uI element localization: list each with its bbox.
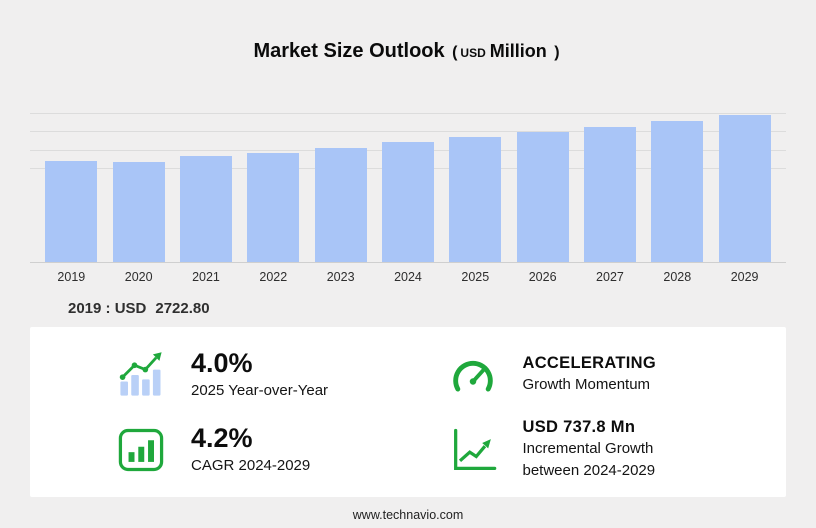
bar-2023 [314,148,367,262]
title-unit-open: ( [452,44,458,61]
x-axis-label-2028: 2028 [663,270,692,284]
x-axis-label-2025: 2025 [461,270,490,284]
x-axis-label-2024: 2024 [394,270,422,284]
incremental-growth-icon [447,424,499,476]
annotation-2019: 2019 : USD 2722.80 [68,300,816,317]
bar-2024 [381,142,434,262]
x-axis-label-2019: 2019 [57,270,86,284]
x-axis-label-2021: 2021 [192,270,220,284]
gridline [30,112,786,114]
stat-value: 4.0% [191,348,253,379]
bar-2026 [516,132,569,262]
title-unit-currency: USD [460,46,486,60]
bar-2027 [583,127,636,262]
stat-label: Growth Momentum [522,376,651,394]
stat-incremental: USD 737.8 Mn Incremental Growth between … [447,412,779,487]
chart-plot [30,111,786,263]
stat-value: 4.2% [191,423,253,454]
bar-2025 [449,137,502,262]
x-axis-label-2026: 2026 [528,270,557,284]
title-unit-close: ) [554,44,560,61]
market-size-bar-chart: 2019 2020 2021 2022 2023 2024 2025 2026 2027 2028… [30,111,786,284]
cagr-chart-icon [115,424,167,476]
title-main: Market Size Outlook [253,40,445,62]
stat-label-line2: between 2024-2029 [522,461,656,479]
bar-2020 [112,162,165,262]
title-unit-scale: Million [489,41,547,61]
footer-url: www.technavio.com [352,508,464,522]
x-axis-label-2020: 2020 [124,270,153,284]
stat-cagr: 4.2% CAGR 2024-2029 [115,412,447,487]
stat-momentum: ACCELERATING Growth Momentum [447,337,779,412]
x-axis-label-2027: 2027 [596,270,624,284]
bar-2029 [718,114,771,262]
annotation-2019-label: 2019 : USD [68,300,147,317]
bar-2019 [45,161,98,262]
stat-value: USD 737.8 Mn [522,418,636,437]
speedometer-icon [447,349,499,401]
stat-label: 2025 Year-over-Year [191,382,329,400]
x-axis-label-2029: 2029 [730,270,759,284]
annotation-2019-value: 2722.80 [155,300,210,317]
bar-2028 [651,121,704,262]
x-axis-label-2023: 2023 [326,270,355,284]
stats-card: 4.0% 2025 Year-over-Year ACCELERATING Gr… [30,327,786,497]
gridline [30,131,786,133]
chart-labels: 2019 2020 2021 2022 2023 2024 2025 2026 2027 2028… [30,270,786,284]
stat-yoy: 4.0% 2025 Year-over-Year [115,337,447,412]
chart-title: Market Size Outlook (USD Million ) [0,0,816,63]
bar-2022 [247,153,300,262]
stat-label: Incremental Growth [522,440,654,458]
bar-2021 [179,156,232,262]
yoy-bars-icon [115,349,167,401]
x-axis-label-2022: 2022 [259,270,288,284]
stat-label: CAGR 2024-2029 [191,457,311,475]
stat-value: ACCELERATING [522,354,656,373]
